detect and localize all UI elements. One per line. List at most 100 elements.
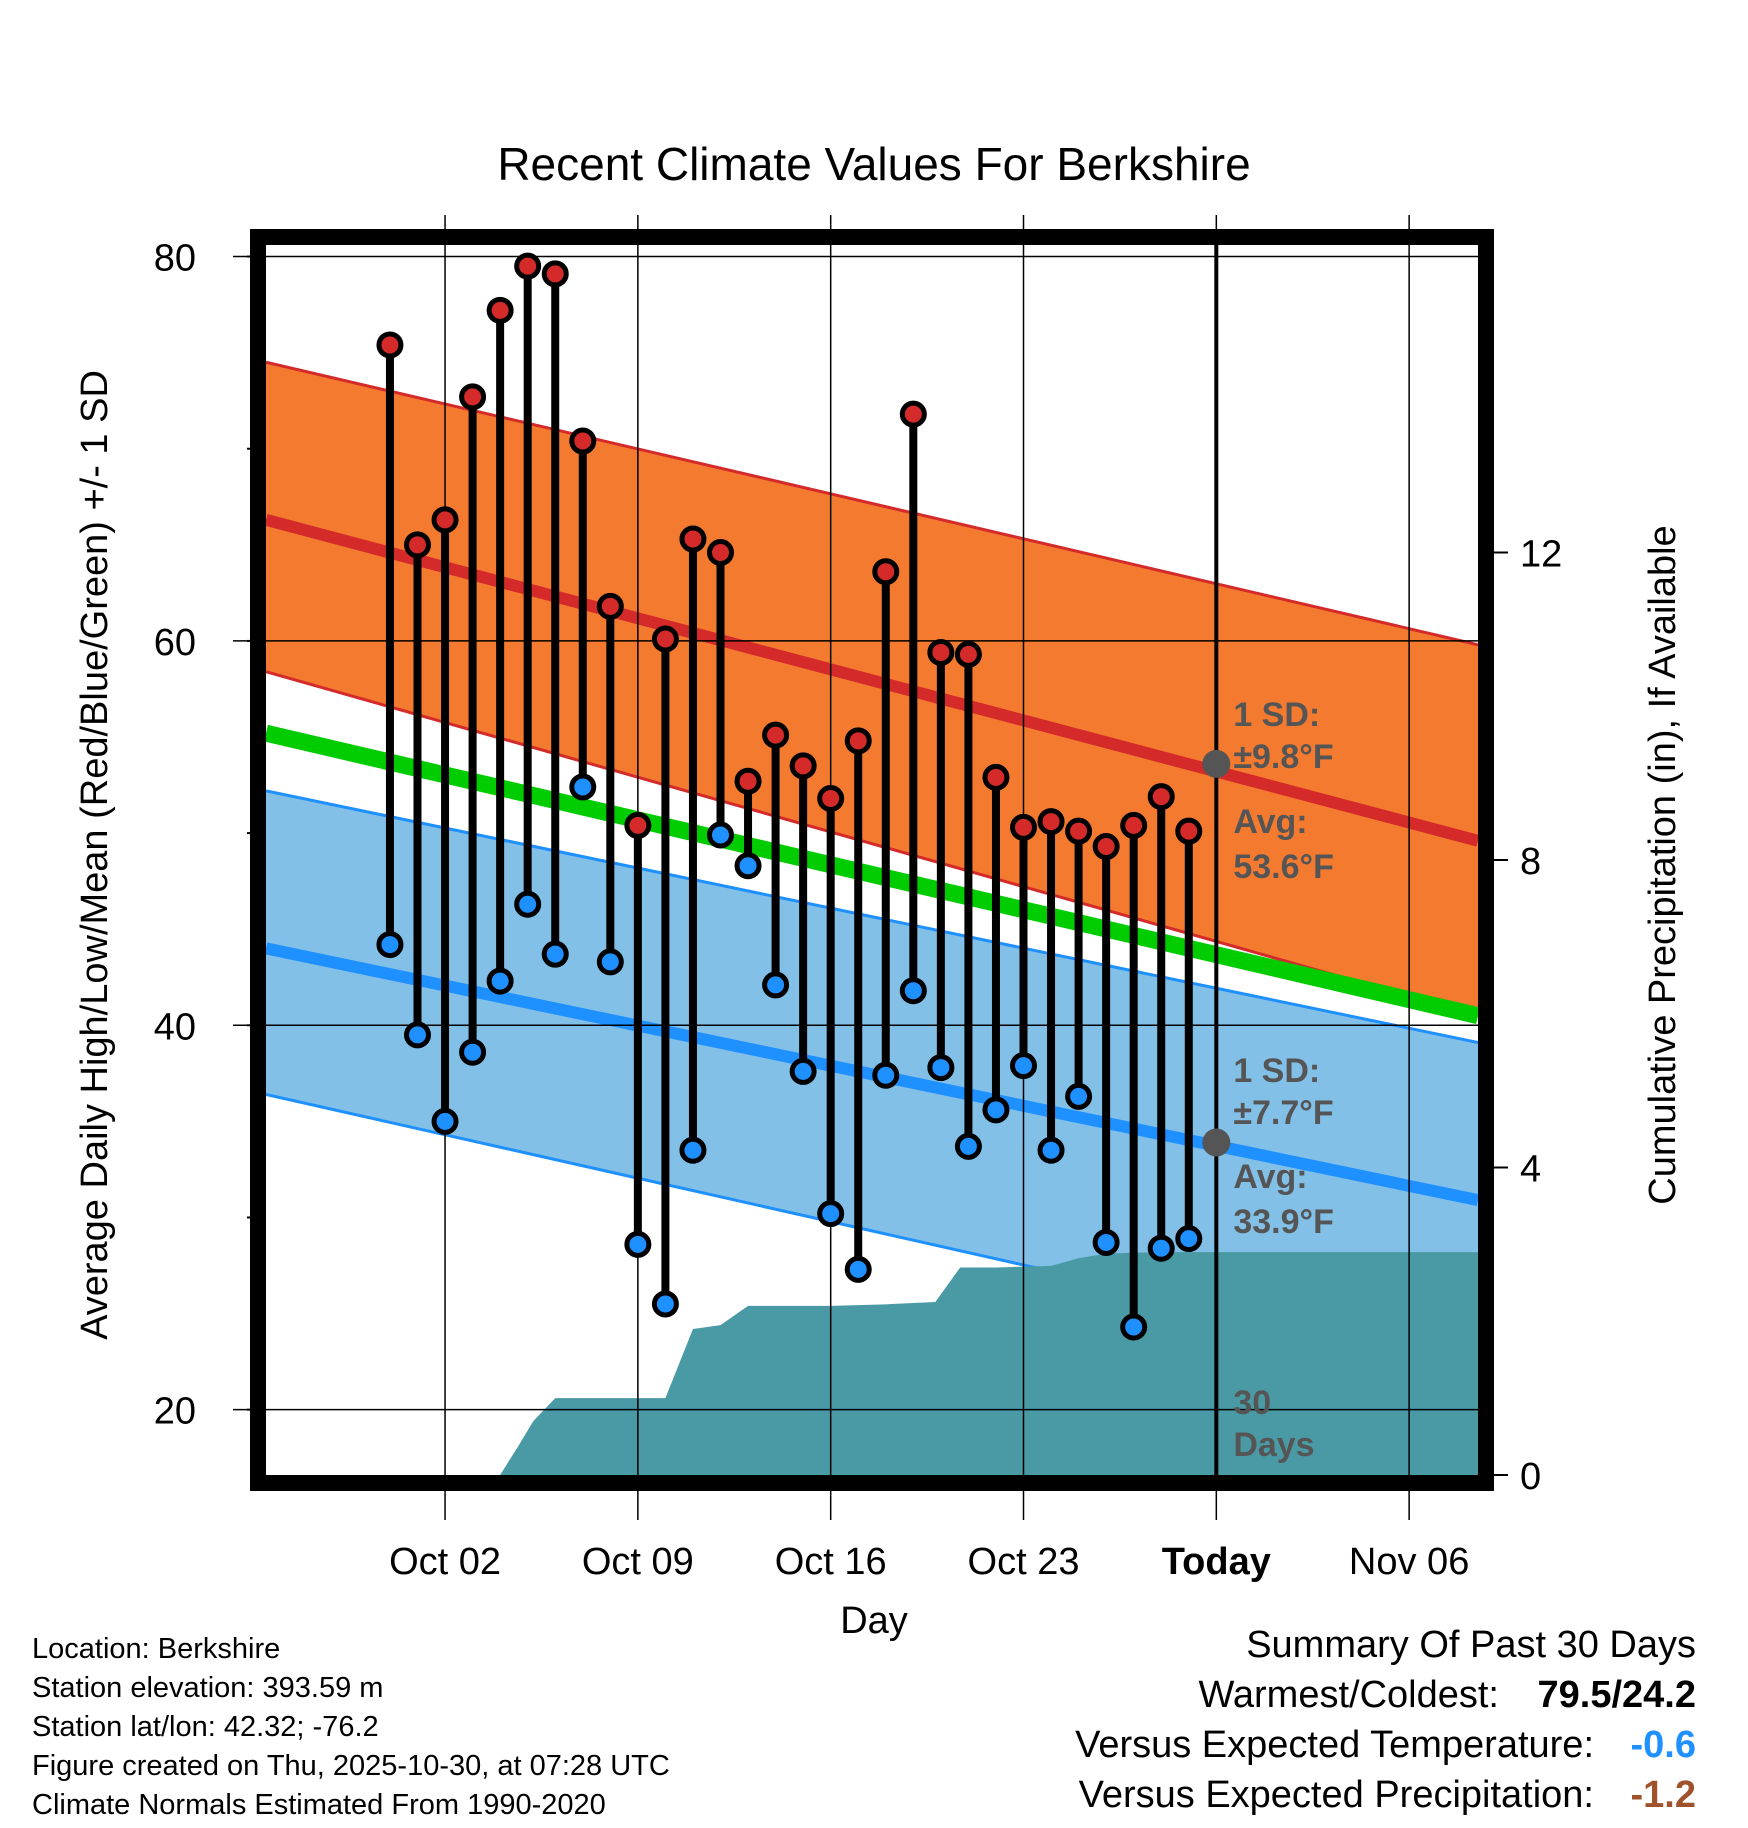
high-point [624, 811, 652, 839]
high-point [514, 252, 542, 280]
low-point [459, 1038, 487, 1066]
low-point [1175, 1225, 1203, 1253]
summary-heading: Summary Of Past 30 Days [1246, 1624, 1696, 1666]
high-point [734, 767, 762, 795]
created-text: Figure created on Thu, 2025-10-30, at 07… [32, 1750, 670, 1782]
high-sd-label: 1 SD: [1233, 696, 1320, 734]
low-point [872, 1061, 900, 1089]
low-point [431, 1107, 459, 1135]
high-point [651, 625, 679, 653]
x-tick-label: Oct 02 [389, 1541, 501, 1583]
low-point [624, 1230, 652, 1258]
y-tick-label: 80 [154, 238, 196, 280]
normals-text: Climate Normals Estimated From 1990-2020 [32, 1789, 606, 1821]
low-point [734, 852, 762, 880]
temp-anomaly-label: Versus Expected Temperature: [1075, 1724, 1594, 1766]
high-point [844, 727, 872, 755]
low-point [514, 890, 542, 918]
summary-warm-cold-row: Warmest/Coldest: 79.5/24.2 [1075, 1670, 1696, 1720]
high-point [404, 531, 431, 559]
high-point [486, 296, 514, 324]
low-point [679, 1136, 707, 1164]
location-text: Location: Berkshire [32, 1633, 281, 1665]
low-point [1147, 1234, 1175, 1262]
high-point [1037, 808, 1065, 836]
station-info: Location: Berkshire Station elevation: 3… [32, 1630, 670, 1825]
warm-cold-value: 79.5/24.2 [1537, 1674, 1696, 1716]
low-point [982, 1096, 1010, 1124]
low-sd-label: 1 SD: [1233, 1052, 1320, 1090]
y-axis-right-label: Cumulative Precipitation (in), If Availa… [1642, 525, 1684, 1204]
high-point [431, 506, 459, 534]
x-tick-label: Oct 09 [582, 1541, 694, 1583]
high-point [679, 525, 707, 553]
low-point [789, 1057, 817, 1085]
warm-cold-label: Warmest/Coldest: [1198, 1674, 1499, 1716]
low-point [844, 1255, 872, 1283]
latlon-text: Station lat/lon: 42.32; -76.2 [32, 1711, 379, 1743]
high-point [376, 331, 404, 359]
high-sd-lower-line [266, 670, 1478, 1018]
plot-area [266, 360, 1478, 1475]
low-sd-upper-line [266, 789, 1478, 1045]
high-point [762, 721, 790, 749]
y-right-tick-label: 12 [1520, 534, 1562, 576]
low-point [651, 1290, 679, 1318]
precip-area [500, 1252, 1478, 1475]
high-point [569, 427, 597, 455]
high-point [707, 539, 734, 566]
low-point [376, 931, 404, 959]
today-low-avg-marker [1202, 1128, 1231, 1157]
low-avg-label: Avg: [1233, 1158, 1307, 1196]
elevation-text: Station elevation: 393.59 m [32, 1672, 384, 1704]
low-point [569, 773, 597, 801]
x-axis-label: Day [840, 1600, 908, 1642]
y-right-tick-label: 8 [1520, 841, 1541, 883]
precip-anomaly-label: Versus Expected Precipitation: [1078, 1774, 1594, 1816]
summary-precip-row: Versus Expected Precipitation: -1.2 [1075, 1770, 1696, 1820]
y-tick-label: 20 [154, 1391, 196, 1433]
high-point [1147, 783, 1175, 811]
y-axis-label: Average Daily High/Low/Mean (Red/Blue/Gr… [74, 370, 116, 1340]
temp-anomaly-value: -0.6 [1630, 1724, 1696, 1766]
low-point [404, 1021, 431, 1049]
low-avg-value: 33.9°F [1233, 1203, 1334, 1241]
high-point [459, 383, 487, 411]
low-point [954, 1132, 982, 1160]
low-point [486, 967, 514, 995]
precip-anomaly-value: -1.2 [1630, 1774, 1696, 1816]
high-point [954, 640, 982, 668]
high-point [817, 785, 845, 812]
low-point [1120, 1313, 1148, 1341]
low-point [1010, 1052, 1037, 1080]
low-point [927, 1054, 955, 1082]
high-point [1065, 817, 1093, 845]
low-point [762, 971, 790, 999]
x-tick-label: Today [1162, 1541, 1271, 1583]
period-count-label: 30 [1233, 1384, 1271, 1422]
low-point [817, 1200, 845, 1228]
low-sd-value: ±7.7°F [1233, 1094, 1333, 1132]
low-point [1065, 1082, 1093, 1110]
high-point [596, 592, 624, 620]
today-high-avg-marker [1202, 749, 1231, 778]
high-normal-line [266, 514, 1478, 847]
y-right-tick-label: 4 [1520, 1149, 1541, 1191]
low-normal-line [266, 942, 1478, 1207]
x-tick-label: Oct 16 [775, 1541, 887, 1583]
high-point [1175, 817, 1203, 845]
high-sd-value: ±9.8°F [1233, 738, 1333, 776]
high-point [789, 752, 817, 780]
high-point [872, 558, 900, 586]
summary-panel: Summary Of Past 30 Days Warmest/Coldest:… [1075, 1620, 1696, 1820]
low-point [541, 940, 569, 968]
low-point [1037, 1136, 1065, 1164]
high-point [899, 400, 927, 428]
low-point [707, 821, 734, 849]
mean-normal-line [266, 724, 1478, 1024]
y-tick-label: 40 [154, 1006, 196, 1048]
period-unit-label: Days [1233, 1426, 1314, 1464]
y-tick-label: 60 [154, 622, 196, 664]
high-sd-band [266, 362, 1478, 1016]
